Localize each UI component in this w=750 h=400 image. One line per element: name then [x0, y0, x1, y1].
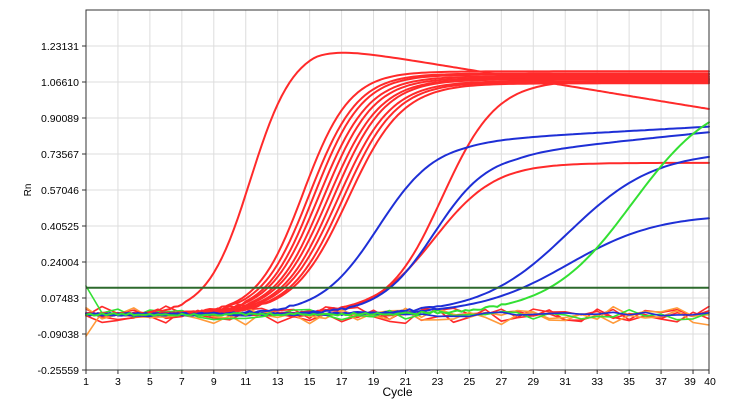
x-tick-label: 25	[464, 376, 476, 388]
x-tick-label: 29	[527, 376, 539, 388]
x-tick-label: 5	[147, 376, 153, 388]
x-tick-label: 19	[368, 376, 380, 388]
y-tick-label: 0.40525	[41, 221, 79, 233]
x-tick-label: 37	[655, 376, 667, 388]
x-tick-label: 40	[704, 376, 716, 388]
x-axis-label: Cycle	[382, 385, 412, 399]
y-axis-label: Rn	[23, 184, 34, 197]
x-tick-label: 21	[400, 376, 412, 388]
x-tick-label: 1	[83, 376, 89, 388]
x-tick-label: 17	[336, 376, 348, 388]
series-layer	[85, 51, 710, 337]
x-tick-label: 39	[684, 376, 696, 388]
x-tick-label: 9	[211, 376, 217, 388]
y-tick-label: 0.73567	[41, 149, 79, 161]
series-line	[85, 51, 710, 317]
y-tick-label: 1.23131	[41, 41, 79, 53]
y-axis-ticks: -0.25559 -0.09038 0.07483 0.24004 0.40525 0.5…	[38, 41, 86, 377]
x-tick-label: 15	[304, 376, 316, 388]
x-tick-label: 3	[115, 376, 121, 388]
y-tick-label: -0.25559	[38, 365, 80, 377]
x-tick-label: 13	[272, 376, 284, 388]
x-axis-ticks: 1 3 5 7 9 11 13 15 17 19 21 23 25 27 29 31 33 35 37 39 40	[83, 370, 716, 388]
x-tick-label: 7	[179, 376, 185, 388]
y-tick-label: 1.06610	[41, 77, 79, 89]
x-tick-label: 23	[432, 376, 444, 388]
x-tick-label: 27	[495, 376, 507, 388]
y-tick-label: -0.09038	[38, 329, 80, 341]
y-tick-label: 0.24004	[41, 257, 79, 269]
x-tick-label: 11	[240, 376, 251, 388]
x-tick-label: 35	[623, 376, 635, 388]
y-tick-label: 0.57046	[41, 185, 79, 197]
series-line	[85, 121, 710, 317]
y-tick-label: 0.90089	[41, 113, 79, 125]
y-tick-label: 0.07483	[41, 293, 79, 305]
x-tick-label: 33	[591, 376, 603, 388]
x-tick-label: 31	[559, 376, 571, 388]
